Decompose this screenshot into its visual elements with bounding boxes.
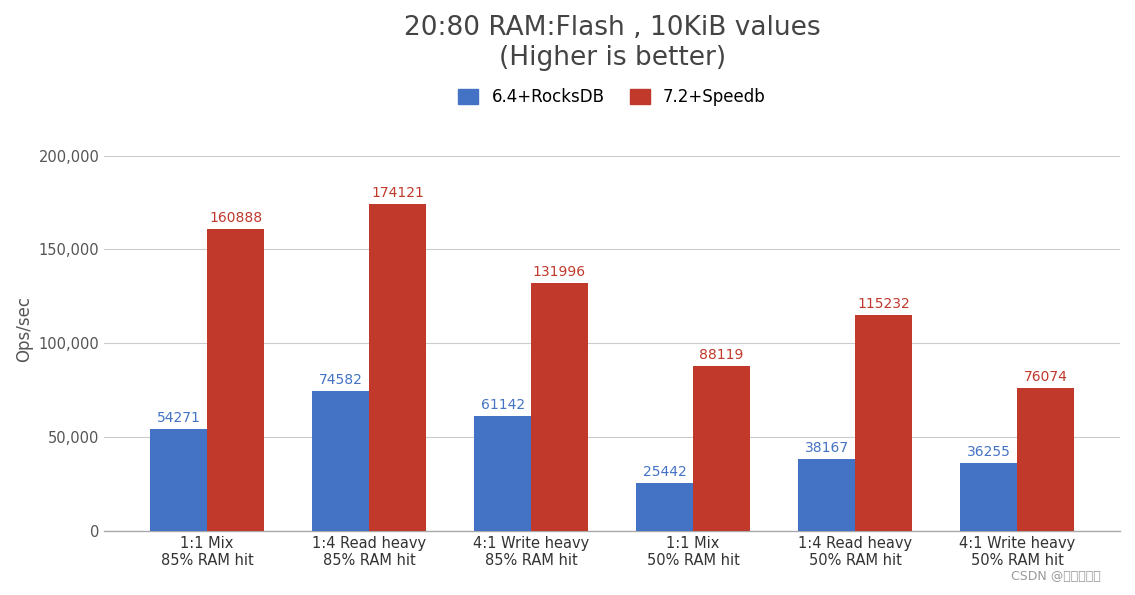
Text: 38167: 38167 xyxy=(805,441,849,456)
Text: 160888: 160888 xyxy=(209,211,262,226)
Bar xyxy=(151,429,208,531)
Bar xyxy=(474,416,531,531)
Text: 61142: 61142 xyxy=(481,399,524,412)
Bar xyxy=(208,229,263,531)
Text: 36255: 36255 xyxy=(967,445,1011,459)
Text: 25442: 25442 xyxy=(642,465,687,480)
Bar xyxy=(855,315,911,531)
Text: 54271: 54271 xyxy=(157,411,201,425)
Bar xyxy=(637,483,693,531)
Text: 76074: 76074 xyxy=(1024,370,1067,384)
Text: 174121: 174121 xyxy=(371,186,424,201)
Bar xyxy=(531,283,588,531)
Bar xyxy=(312,391,369,531)
Bar xyxy=(693,365,750,531)
Legend: 6.4+RocksDB, 7.2+Speedb: 6.4+RocksDB, 7.2+Speedb xyxy=(454,83,771,111)
Y-axis label: Ops/sec: Ops/sec xyxy=(15,296,33,362)
Text: 88119: 88119 xyxy=(699,347,743,362)
Bar xyxy=(960,463,1017,531)
Bar xyxy=(1017,388,1074,531)
Text: 131996: 131996 xyxy=(533,265,586,280)
Bar xyxy=(369,204,426,531)
Text: 74582: 74582 xyxy=(319,373,363,387)
Title: 20:80 RAM:Flash , 10KiB values
(Higher is better): 20:80 RAM:Flash , 10KiB values (Higher i… xyxy=(404,15,821,71)
Bar xyxy=(798,459,855,531)
Text: 115232: 115232 xyxy=(857,297,910,311)
Text: CSDN @虹科云科技: CSDN @虹科云科技 xyxy=(1011,570,1101,583)
